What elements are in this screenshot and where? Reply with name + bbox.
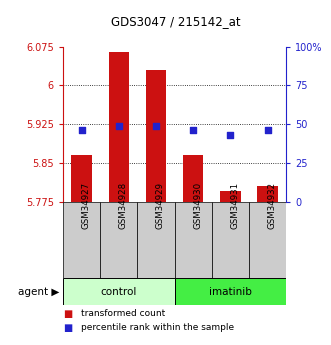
Bar xyxy=(175,278,286,305)
Text: ■: ■ xyxy=(63,309,72,319)
Bar xyxy=(249,202,286,278)
Text: GSM34931: GSM34931 xyxy=(230,182,239,229)
Bar xyxy=(183,155,204,202)
Bar xyxy=(220,191,241,202)
Bar xyxy=(100,202,137,278)
Text: ■: ■ xyxy=(63,323,72,333)
Point xyxy=(228,132,233,138)
Point xyxy=(153,123,159,128)
Point xyxy=(116,123,121,128)
Text: agent ▶: agent ▶ xyxy=(18,287,60,296)
Text: control: control xyxy=(101,287,137,296)
Text: GDS3047 / 215142_at: GDS3047 / 215142_at xyxy=(111,16,240,29)
Point xyxy=(79,128,84,133)
Text: imatinib: imatinib xyxy=(209,287,252,296)
Text: percentile rank within the sample: percentile rank within the sample xyxy=(81,323,234,332)
Text: transformed count: transformed count xyxy=(81,309,166,318)
Text: GSM34930: GSM34930 xyxy=(193,182,202,229)
Text: GSM34928: GSM34928 xyxy=(119,182,128,229)
Point xyxy=(191,128,196,133)
Text: GSM34927: GSM34927 xyxy=(81,182,90,229)
Bar xyxy=(258,186,278,202)
Bar xyxy=(175,202,212,278)
Text: GSM34932: GSM34932 xyxy=(268,182,277,229)
Bar xyxy=(63,278,175,305)
Bar xyxy=(146,70,166,202)
Bar xyxy=(71,155,92,202)
Bar xyxy=(212,202,249,278)
Bar xyxy=(109,52,129,202)
Bar xyxy=(137,202,175,278)
Bar xyxy=(63,202,100,278)
Text: GSM34929: GSM34929 xyxy=(156,182,165,229)
Point xyxy=(265,128,270,133)
